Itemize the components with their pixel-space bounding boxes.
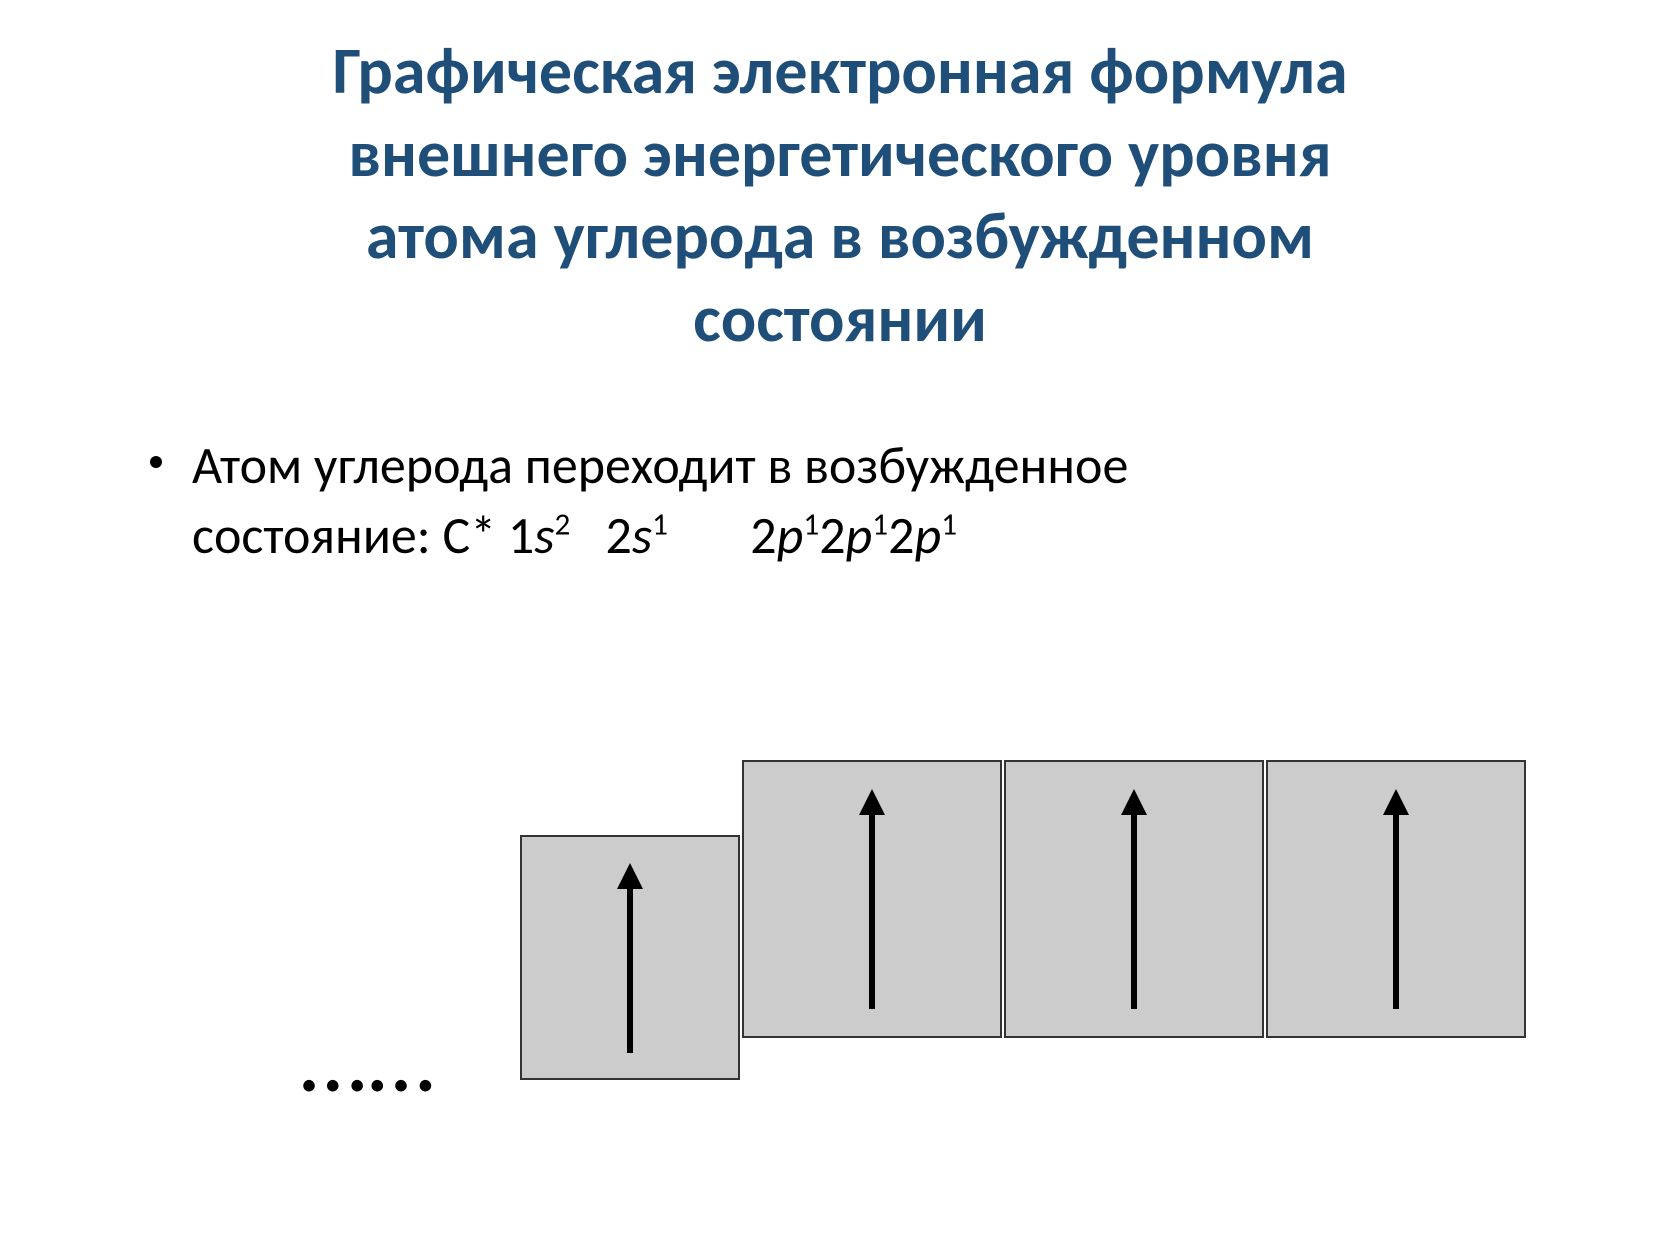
arrow-up-icon [1116,789,1152,1009]
orbital-cell-2p3 [1266,760,1526,1038]
bullet-dot-icon [150,456,162,468]
orbital-cell-2p2 [1004,760,1264,1038]
arrow-up-icon [612,863,648,1053]
slide: Графическая электронная формулавнешнего … [0,0,1680,1260]
bullet-item: Атом углерода переходит в возбужденноесо… [150,430,1600,570]
bullet-line-1: Атом углерода переходит в возбужденное [192,430,1600,500]
orbital-diagram: …… [0,740,1680,1100]
bullet-text: Атом углерода переходит в возбужденноесо… [192,430,1600,570]
orbital-container: …… [0,740,1680,1100]
orbital-cell-2s [520,835,740,1080]
bullet-area: Атом углерода переходит в возбужденноесо… [80,430,1600,570]
bullet-line-2: состояние: C* 1s2 2s1 2p12p12p1 [192,500,1600,570]
slide-title: Графическая электронная формулавнешнего … [80,30,1600,360]
orbital-cell-2p1 [742,760,1002,1038]
arrow-up-icon [854,789,890,1009]
arrow-up-icon [1378,789,1414,1009]
continuation-dots: …… [300,1000,437,1117]
